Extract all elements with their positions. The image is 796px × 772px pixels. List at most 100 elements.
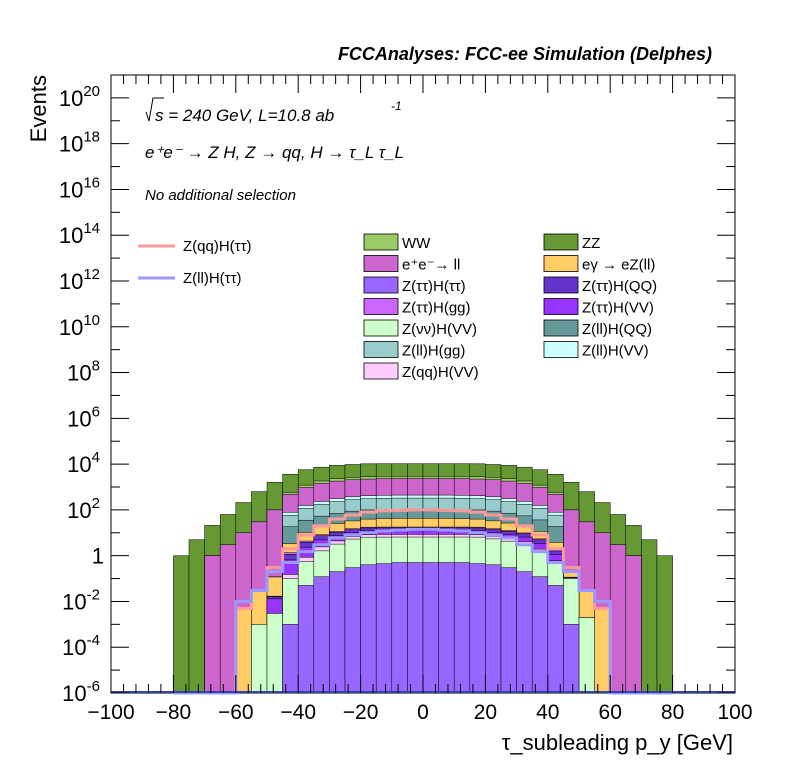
- bar-ee_ll-29: [625, 555, 642, 694]
- y-tick-label: 1010: [59, 312, 100, 340]
- bar-Ztautau_Htautau-7: [282, 624, 299, 694]
- legend-swatch: [363, 341, 399, 358]
- y-tick-label: 1018: [59, 129, 100, 157]
- y-tick-label: 1016: [59, 174, 100, 202]
- bar-egamma_eZll-27: [594, 608, 611, 694]
- bar-Ztautau_Htautau-17: [438, 562, 455, 694]
- legend-label: Z(ττ)H(VV): [582, 300, 654, 317]
- legend-swatch: [543, 341, 579, 358]
- selection-label: No additional selection: [145, 187, 296, 204]
- signal-line-sig_qq: [173, 508, 673, 695]
- legend-swatch: [363, 362, 399, 380]
- axis-ticks: −100 −80 −60 −40 −20 0 20 40 60 80 100 1020 1018 1016…: [59, 75, 753, 724]
- y-tick-label: 1014: [59, 220, 100, 248]
- bar-ZZ-31: [656, 555, 673, 694]
- bar-Ztautau_Htautau-22: [516, 571, 533, 694]
- legend-label: Z(ττ)H(ττ): [402, 278, 466, 295]
- bar-ZZ-0: [173, 555, 190, 694]
- x-tick-label: 20: [474, 701, 497, 724]
- y-tick-label: 102: [67, 495, 100, 523]
- x-tick-label: 80: [661, 701, 684, 724]
- legend-label: Z(ll)H(gg): [402, 343, 465, 360]
- bar-ee_ll-2: [204, 555, 221, 694]
- bar-Ztautau_Htautau-20: [485, 564, 502, 694]
- y-tick-label: 104: [67, 449, 100, 477]
- bar-Ztautau_Htautau-12: [360, 564, 377, 694]
- y-tick-label: 1020: [59, 83, 100, 111]
- legend-label: eγ → eZ(ll): [582, 257, 655, 274]
- y-tick-label: 1: [92, 544, 104, 569]
- y-tick-label: 1012: [59, 266, 100, 294]
- bar-Ztautau_Htautau-11: [344, 567, 361, 694]
- legend-signal-label: Z(ll)H(ττ): [183, 270, 242, 287]
- process-label: e⁺e⁻ → Z H, Z → qq, H → τ_L τ_L: [145, 143, 404, 162]
- legend-label: e⁺e⁻→ ll: [402, 257, 460, 274]
- y-tick-label: 10-6: [62, 678, 100, 706]
- bar-Ztautau_Htautau-10: [329, 571, 346, 694]
- sqrt-s-text: s = 240 GeV, L=10.8 ab: [155, 106, 334, 125]
- legend-swatch: [543, 255, 579, 272]
- bar-Ztautau_Htautau-25: [563, 624, 580, 694]
- bar-Ztautau_Htautau-21: [500, 567, 517, 694]
- legend-label: Z(qq)H(VV): [402, 364, 479, 381]
- x-tick-label: −80: [156, 701, 192, 724]
- bar-Ztautau_Htautau-24: [547, 585, 564, 694]
- x-tick-label: −20: [343, 701, 379, 724]
- legend: Z(qq)H(ττ) Z(ll)H(ττ) WW ZZ e⁺e⁻→ ll eγ → eZ(…: [138, 233, 657, 381]
- legend-label: WW: [402, 235, 431, 252]
- bar-Ztautau_Htautau-13: [375, 563, 393, 694]
- bar-Znunu_HVV-5: [251, 624, 268, 694]
- energy-lumi-label: s = 240 GeV, L=10.8 ab -1: [145, 97, 402, 125]
- bar-egamma_eZll-4: [235, 608, 252, 694]
- legend-swatch: [543, 319, 579, 337]
- legend-swatch: [543, 233, 579, 251]
- bar-Znunu_HVV-6: [266, 613, 283, 694]
- legend-label: Z(ττ)H(QQ): [582, 278, 657, 295]
- series-Ztautau_Htautau: [282, 562, 580, 694]
- bar-Ztautau_Htautau-18: [453, 562, 471, 694]
- legend-label: Z(ll)H(VV): [582, 343, 649, 360]
- y-tick-label: 10-2: [62, 586, 100, 614]
- legend-swatch: [543, 298, 579, 315]
- legend-signal-label: Z(qq)H(ττ): [183, 238, 252, 255]
- bar-ee_ll-28: [609, 544, 627, 694]
- chart-title: FCCAnalyses: FCC-ee Simulation (Delphes): [338, 44, 712, 64]
- legend-swatch: [363, 255, 399, 272]
- x-tick-label: 0: [417, 701, 429, 724]
- x-tick-label: 60: [599, 701, 622, 724]
- bar-Ztautau_Htautau-19: [469, 563, 486, 694]
- x-axis-label: τ_subleading p_y [GeV]: [502, 730, 733, 755]
- x-tick-label: 40: [536, 701, 559, 724]
- y-tick-label: 108: [67, 358, 100, 386]
- legend-swatch: [543, 276, 579, 294]
- sqrt-symbol: [145, 97, 164, 122]
- bar-ZZ-1: [188, 539, 205, 694]
- legend-label: Z(ττ)H(gg): [402, 300, 471, 317]
- lumi-exponent: -1: [391, 99, 402, 113]
- x-tick-label: −60: [218, 701, 254, 724]
- bar-Znunu_HVV-26: [578, 617, 595, 694]
- x-tick-label: −100: [87, 701, 134, 724]
- bar-ee_ll-3: [219, 544, 237, 694]
- bar-Ztautau_Htautau-15: [407, 562, 424, 694]
- legend-label: ZZ: [582, 235, 600, 252]
- x-tick-label: −40: [280, 701, 316, 724]
- bar-Ztautau_Htautau-8: [297, 585, 315, 694]
- signal-line-sig_ll: [173, 527, 673, 695]
- y-tick-label: 10-4: [62, 632, 100, 660]
- legend-label: Z(ll)H(QQ): [582, 321, 652, 338]
- legend-swatch: [363, 233, 399, 251]
- bar-Ztautau_Htautau-16: [422, 562, 439, 694]
- bar-Ztautau_Htautau-9: [313, 576, 330, 694]
- y-axis-label: Events: [26, 75, 51, 142]
- bar-ZZ-30: [641, 539, 658, 694]
- histogram-bars: [173, 463, 673, 694]
- bar-Ztautau_Htautau-14: [391, 562, 408, 694]
- legend-swatch: [363, 298, 399, 315]
- x-tick-label: 100: [717, 701, 752, 724]
- legend-swatch: [363, 276, 399, 294]
- y-tick-label: 106: [67, 403, 100, 431]
- bar-Ztautau_Htautau-23: [531, 576, 549, 694]
- legend-label: Z(νν)H(VV): [402, 321, 477, 338]
